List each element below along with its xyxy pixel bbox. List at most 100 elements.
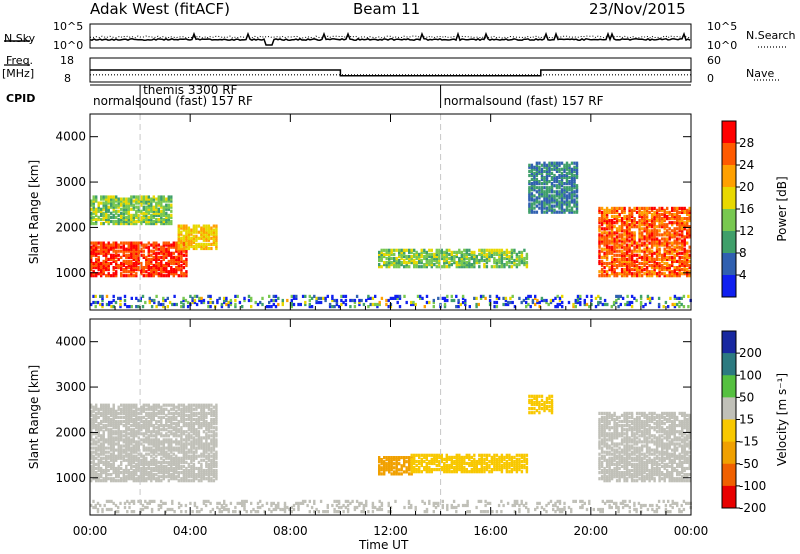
range-gate-cell — [192, 246, 196, 251]
range-gate-cell — [200, 415, 203, 419]
range-gate-cell — [661, 257, 664, 261]
range-gate-cell — [413, 265, 416, 269]
range-gate-cell — [165, 207, 168, 211]
range-gate-cell — [398, 252, 401, 256]
range-gate-cell — [543, 169, 546, 173]
range-gate-cell — [162, 466, 165, 471]
range-gate-cell — [117, 253, 120, 257]
range-gate-cell — [410, 453, 413, 457]
range-gate-cell — [425, 250, 428, 254]
range-gate-cell — [162, 428, 165, 432]
range-gate-cell — [180, 266, 183, 270]
range-gate-cell — [100, 426, 103, 430]
range-gate-cell — [378, 256, 381, 261]
range-gate-cell — [182, 261, 186, 266]
range-gate-cell — [483, 258, 486, 263]
range-gate-cell — [390, 250, 393, 254]
range-gate-cell — [162, 207, 165, 211]
range-gate-cell — [550, 210, 554, 214]
range-gate-cell — [661, 223, 664, 227]
range-gate-cell — [463, 265, 466, 269]
range-gate-cell — [548, 167, 551, 171]
range-gate-cell — [160, 255, 163, 259]
range-gate-cell — [182, 274, 186, 278]
range-gate-cell — [215, 438, 218, 442]
range-gate-cell — [666, 229, 669, 233]
range-gate-cell — [132, 475, 135, 479]
range-gate-cell — [645, 206, 649, 210]
range-gate-cell — [100, 468, 103, 473]
range-gate-cell — [107, 477, 110, 481]
range-gate-cell — [132, 430, 135, 434]
range-gate-cell — [202, 468, 206, 473]
range-gate-cell — [495, 294, 499, 298]
range-gate-cell — [205, 438, 208, 442]
range-gate-cell — [648, 247, 651, 251]
range-gate-cell — [110, 434, 113, 438]
range-gate-cell — [525, 265, 529, 269]
range-gate-cell — [200, 462, 203, 466]
range-gate-cell — [125, 405, 128, 409]
range-gate-cell — [565, 206, 569, 210]
range-gate-cell — [197, 244, 201, 249]
range-gate-cell — [215, 419, 218, 424]
range-gate-cell — [683, 247, 686, 251]
range-gate-cell — [132, 438, 135, 442]
range-gate-cell — [100, 272, 103, 276]
range-gate-cell — [167, 438, 170, 442]
range-gate-cell — [130, 466, 133, 471]
range-gate-cell — [125, 464, 128, 468]
range-gate-cell — [112, 201, 115, 205]
range-gate-cell — [152, 458, 155, 462]
range-gate-cell — [140, 195, 143, 199]
range-gate-cell — [443, 470, 446, 474]
range-gate-cell — [443, 461, 446, 466]
range-gate-cell — [308, 294, 311, 298]
range-gate-cell — [556, 302, 559, 307]
range-gate-cell — [125, 440, 128, 444]
range-gate-cell — [254, 300, 257, 305]
range-gate-cell — [458, 258, 461, 263]
range-gate-cell — [440, 265, 443, 269]
range-gate-cell — [150, 209, 153, 213]
range-gate-cell — [425, 468, 428, 472]
range-gate-cell — [125, 436, 128, 440]
range-gate-cell — [127, 475, 130, 479]
range-gate-cell — [150, 272, 153, 276]
range-gate-cell — [140, 219, 143, 224]
range-gate-cell — [162, 245, 165, 249]
range-gate-cell — [145, 426, 148, 430]
power-colorbar-label: 20 — [739, 180, 754, 194]
range-gate-cell — [560, 194, 564, 198]
range-gate-cell — [438, 453, 441, 457]
range-gate-cell — [112, 454, 115, 458]
range-gate-cell — [650, 259, 654, 263]
range-gate-cell — [495, 305, 499, 309]
range-gate-cell — [132, 419, 135, 424]
range-gate-cell — [94, 294, 97, 298]
range-gate-cell — [683, 266, 686, 270]
range-gate-cell — [125, 413, 128, 417]
range-gate-cell — [638, 233, 641, 237]
range-gate-cell — [152, 205, 155, 209]
range-gate-cell — [658, 219, 661, 223]
range-gate-cell — [165, 466, 168, 471]
range-gate-cell — [669, 296, 672, 300]
range-gate-cell — [207, 411, 211, 415]
range-gate-cell — [130, 413, 133, 417]
range-gate-cell — [458, 453, 461, 457]
range-gate-cell — [92, 211, 95, 215]
range-gate-cell — [383, 470, 386, 474]
range-gate-cell — [160, 411, 163, 415]
range-gate-cell — [192, 228, 196, 232]
range-gate-cell — [485, 265, 489, 269]
range-gate-cell — [180, 253, 183, 257]
range-gate-cell — [107, 460, 110, 464]
range-gate-cell — [120, 456, 123, 460]
range-gate-cell — [615, 237, 619, 241]
range-gate-cell — [165, 247, 168, 251]
range-gate-cell — [528, 186, 531, 190]
range-gate-cell — [142, 213, 145, 217]
range-gate-cell — [522, 298, 526, 303]
range-gate-cell — [628, 239, 631, 243]
